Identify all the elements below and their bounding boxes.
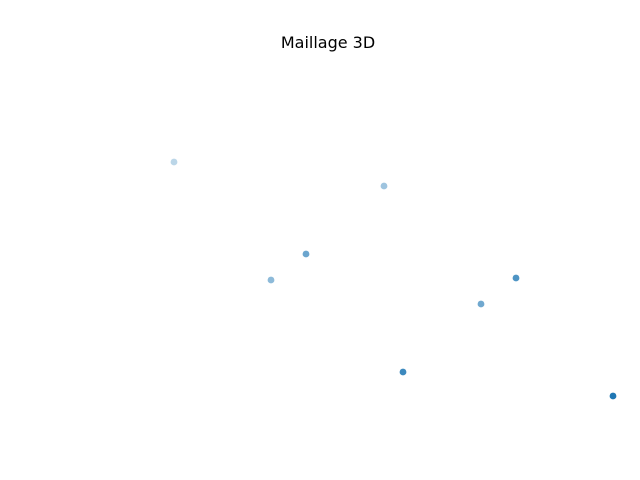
data-point-2 bbox=[609, 392, 617, 400]
chart-title: Maillage 3D bbox=[280, 33, 376, 52]
data-point-3 bbox=[477, 300, 485, 308]
data-point-0 bbox=[267, 276, 275, 284]
data-point-1 bbox=[399, 368, 407, 376]
data-point-6 bbox=[512, 274, 520, 282]
data-point-7 bbox=[380, 182, 388, 190]
data-point-4 bbox=[170, 158, 178, 166]
data-point-5 bbox=[302, 250, 310, 258]
